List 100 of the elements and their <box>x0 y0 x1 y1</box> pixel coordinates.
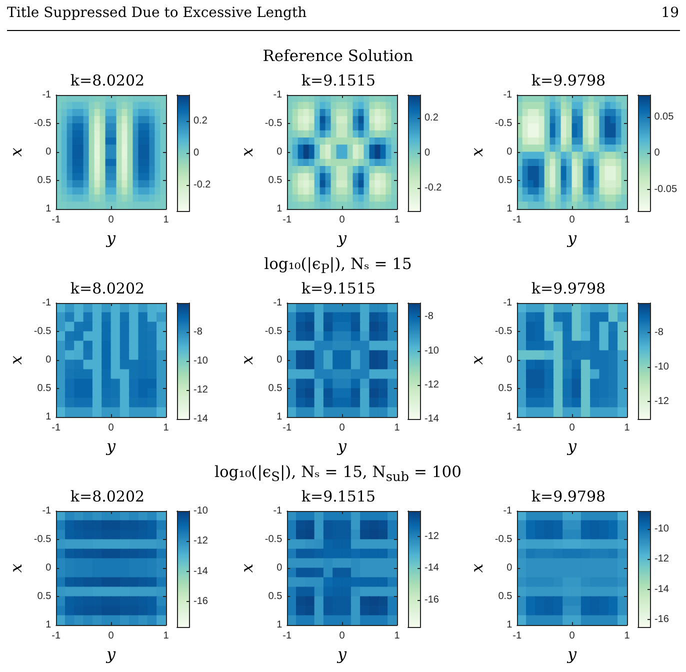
x-axis-title: y <box>106 228 117 248</box>
color-bar-label: -0.05 <box>654 184 678 195</box>
y-tick-label: -0.5 <box>34 118 52 130</box>
x-axis-title: y <box>566 644 578 664</box>
x-axis-title: y <box>106 644 117 664</box>
y-tick-label: 0 <box>506 354 513 366</box>
color-bar-label: -10 <box>194 356 208 366</box>
y-tick-label: 0 <box>46 146 52 158</box>
x-axis-title: y <box>336 228 348 248</box>
color-bar-label: -14 <box>424 414 439 424</box>
color-bar-label: -12 <box>654 396 670 408</box>
y-tick-label: 1 <box>276 620 282 631</box>
y-tick-label: -0.5 <box>264 118 282 130</box>
chart-title: k=9.1515 <box>300 488 376 506</box>
y-tick-label: -0.5 <box>34 534 52 546</box>
y-tick-label: 0 <box>276 562 282 574</box>
color-bar-label: -8 <box>654 326 664 338</box>
y-tick-label: 0 <box>506 146 513 158</box>
x-tick-label: 1 <box>394 214 400 226</box>
color-bar-label: -16 <box>194 596 208 607</box>
x-tick-label: 1 <box>624 214 630 226</box>
y-tick-label: -1 <box>42 90 52 100</box>
x-tick-label: 0 <box>569 422 576 434</box>
chart-subtitle: Reference Solution <box>262 46 414 66</box>
x-tick-label: 1 <box>163 630 170 642</box>
chart-title: k=8.0202 <box>70 280 145 298</box>
y-tick-label: 0.5 <box>37 383 52 394</box>
x-axis-title: y <box>566 228 578 248</box>
color-bar-label: 0.2 <box>194 115 208 126</box>
color-bar-label: -14 <box>654 584 670 595</box>
x-axis-title: y <box>106 436 117 456</box>
x-tick-label: 1 <box>394 630 400 642</box>
y-tick-label: -1 <box>272 298 282 308</box>
y-tick-label: 0.5 <box>498 591 513 602</box>
chart-title: k=9.9798 <box>531 280 606 298</box>
color-bar-label: -10 <box>654 524 670 535</box>
x-tick-label: 1 <box>163 422 170 434</box>
x-tick-label: 0 <box>569 214 576 226</box>
color-bar-label: 0 <box>194 148 200 158</box>
color-bar-label: -14 <box>194 414 208 424</box>
y-tick-label: 0.5 <box>268 383 282 394</box>
y-tick-label: 0.5 <box>268 175 282 186</box>
x-tick-label: 0 <box>108 422 114 434</box>
color-bar-label: -10 <box>424 345 439 356</box>
y-axis-title: x <box>6 148 26 157</box>
y-tick-label: -1 <box>272 506 282 516</box>
color-bar-label: 0.05 <box>654 111 674 122</box>
y-tick-label: -1 <box>503 90 513 100</box>
y-axis-title: x <box>237 564 256 573</box>
y-axis-title: x <box>468 356 487 365</box>
color-bar-label: -16 <box>654 614 670 625</box>
y-tick-label: -1 <box>272 90 282 100</box>
x-tick-label: 0 <box>108 214 114 226</box>
color-bar-label: -8 <box>194 326 203 338</box>
text: 19 <box>661 4 679 23</box>
y-tick-label: 1 <box>506 620 513 631</box>
x-tick-label: 0 <box>338 630 345 642</box>
color-bar-label: 0 <box>424 148 430 158</box>
color-bar-label: -16 <box>424 594 439 606</box>
chart-title: k=9.1515 <box>300 72 376 90</box>
chart-title: k=9.1515 <box>300 280 376 298</box>
y-tick-label: 0.5 <box>498 175 513 186</box>
y-tick-label: -0.5 <box>264 326 282 338</box>
y-tick-label: 1 <box>506 204 513 215</box>
y-tick-label: 1 <box>46 204 52 215</box>
x-tick-label: 0 <box>338 422 345 434</box>
color-bar-label: -8 <box>424 311 434 322</box>
y-axis-title: x <box>468 564 487 573</box>
y-axis-title: x <box>468 148 487 157</box>
y-tick-label: 1 <box>46 412 52 423</box>
x-axis-title: y <box>566 436 578 456</box>
x-tick-label: 1 <box>624 630 630 642</box>
color-bar-label: -0.2 <box>194 180 212 191</box>
x-tick-label: 0 <box>338 214 345 226</box>
chart-title: k=8.0202 <box>70 488 145 506</box>
y-tick-label: 1 <box>276 204 282 215</box>
y-axis-title: x <box>237 356 256 365</box>
y-tick-label: 0.5 <box>37 175 52 186</box>
y-tick-label: 0 <box>46 562 52 574</box>
y-tick-label: 0 <box>506 562 513 574</box>
y-tick-label: -0.5 <box>494 534 513 546</box>
color-bar-label: -10 <box>654 362 670 373</box>
x-tick-label: 0 <box>569 630 576 642</box>
color-bar-label: -12 <box>194 384 208 396</box>
y-tick-label: -1 <box>503 298 513 308</box>
color-bar-label: 0.2 <box>424 112 438 124</box>
color-bar-label: -12 <box>424 379 439 390</box>
y-tick-label: 0.5 <box>268 591 282 602</box>
y-tick-label: -1 <box>42 298 52 308</box>
chart-title: k=8.0202 <box>70 72 145 90</box>
x-axis-title: y <box>336 644 348 664</box>
x-tick-label: 1 <box>624 422 630 434</box>
y-tick-label: 0 <box>46 354 52 366</box>
y-axis-title: x <box>237 148 256 157</box>
y-tick-label: 0 <box>276 354 282 366</box>
x-tick-label: 1 <box>394 422 400 434</box>
color-bar-label: -14 <box>194 566 208 577</box>
x-tick-label: 0 <box>108 630 114 642</box>
y-tick-label: 1 <box>276 412 282 423</box>
color-bar-label: -12 <box>424 530 439 542</box>
